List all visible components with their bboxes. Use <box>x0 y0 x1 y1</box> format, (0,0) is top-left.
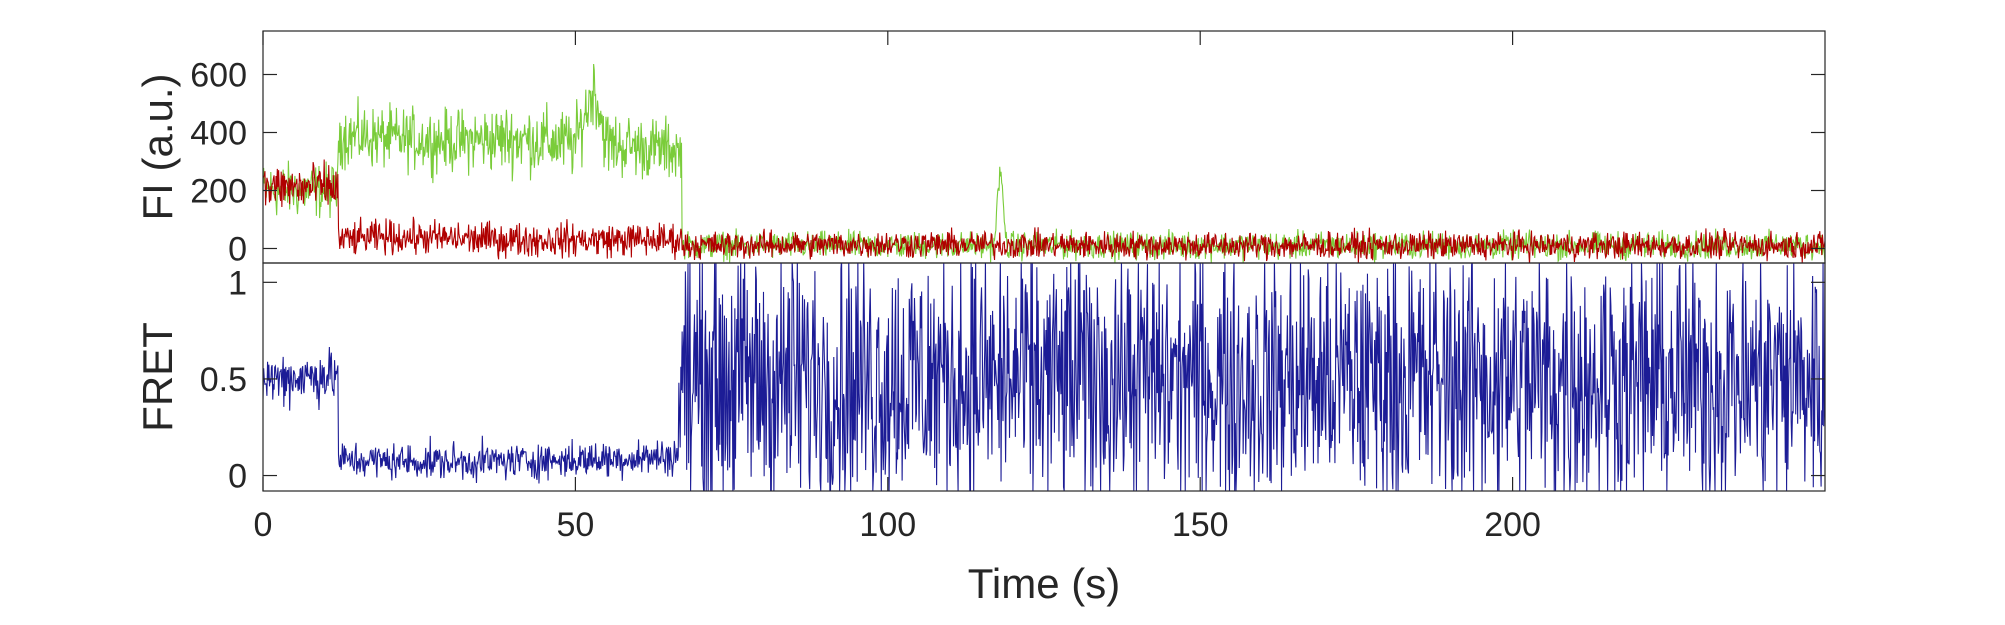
fret-y-ticks: 00.51 <box>200 264 1825 496</box>
fluorescence-axes-frame <box>262 30 1826 264</box>
y-tick-label: 0 <box>228 231 247 269</box>
fluorescence-series-1 <box>263 159 1825 263</box>
fluorescence-y-axis-label: FI (a.u.) <box>134 73 181 220</box>
fluorescence-panel: 0 200 400 600 FI (a.u.) <box>134 30 1826 269</box>
fluorescence-y-ticks: 0 200 400 600 <box>190 31 1825 269</box>
y-tick-label: 1 <box>228 264 247 302</box>
time-x-axis-label: Time (s) <box>968 560 1120 607</box>
x-tick-label: 0 <box>254 506 273 544</box>
fret-series-0 <box>263 263 1825 491</box>
fret-plot-area <box>263 263 1825 491</box>
time-x-ticks: 0 50 100 150 200 <box>254 477 1541 544</box>
x-tick-label: 200 <box>1484 506 1541 544</box>
y-tick-label: 0.5 <box>200 361 247 399</box>
fret-axes-frame <box>262 262 1826 492</box>
fret-y-axis-label: FRET <box>134 322 181 432</box>
fluorescence-series-0 <box>263 63 1825 263</box>
x-tick-label: 150 <box>1172 506 1229 544</box>
fret-panel: 00.51 0 50 100 150 200 FRET Time (s) <box>134 262 1826 607</box>
y-tick-label: 400 <box>190 115 247 153</box>
x-tick-label: 100 <box>859 506 916 544</box>
y-tick-label: 200 <box>190 173 247 211</box>
fluorescence-plot-area <box>263 63 1825 263</box>
y-tick-label: 600 <box>190 57 247 95</box>
y-tick-label: 0 <box>228 458 247 496</box>
x-tick-label: 50 <box>556 506 594 544</box>
